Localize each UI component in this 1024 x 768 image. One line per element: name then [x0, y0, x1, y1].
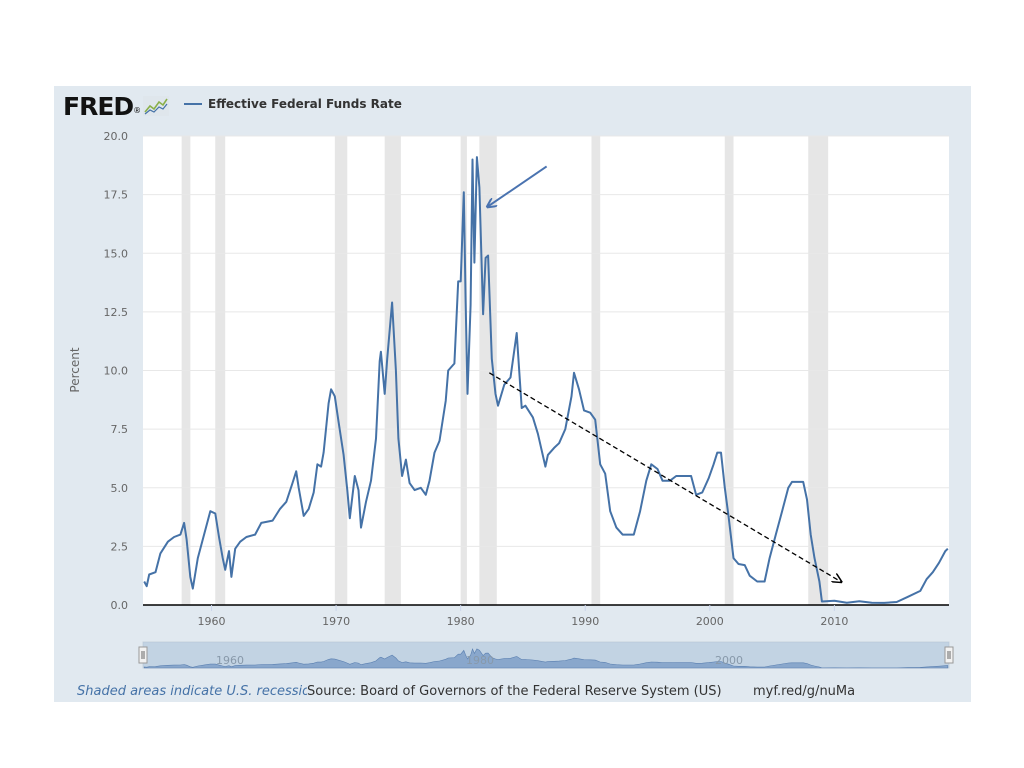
- source-text: Source: Board of Governors of the Federa…: [307, 684, 722, 699]
- legend-swatch: [184, 103, 202, 105]
- fred-logo-trademark: ®: [133, 106, 142, 115]
- y-tick-label-5: 12.5: [104, 306, 129, 319]
- x-axis-ticks: 1960 1970 1980 1990 2000 2010: [198, 605, 848, 628]
- short-link[interactable]: myf.red/g/nuMa: [753, 684, 856, 699]
- y-tick-label-6: 15.0: [104, 247, 129, 260]
- navigator-handle-right[interactable]: [944, 646, 954, 664]
- navigator-handle-left[interactable]: [138, 646, 148, 664]
- y-tick-label-8: 20.0: [104, 130, 129, 143]
- y-tick-label-4: 10.0: [104, 365, 129, 378]
- y-axis-ticks: 0.0 2.5 5.0 7.5 10.0 12.5 15.0 17.5 20.0: [104, 130, 129, 612]
- navigator-label-1980: 1980: [466, 654, 494, 667]
- fred-logo-text: FRED: [63, 91, 134, 121]
- x-tick-label-3: 1990: [571, 615, 599, 628]
- x-tick-label-4: 2000: [696, 615, 724, 628]
- annotation-arrow-0: [488, 165, 548, 206]
- x-tick-label-0: 1960: [198, 615, 226, 628]
- navigator-label-2000: 2000: [715, 654, 743, 667]
- x-tick-label-1: 1970: [322, 615, 350, 628]
- recession-note: Shaded areas indicate U.S. recessions: [77, 684, 326, 699]
- y-axis-label: Percent: [68, 347, 82, 392]
- x-tick-label-5: 2010: [820, 615, 848, 628]
- y-tick-label-3: 7.5: [111, 423, 129, 436]
- y-tick-label-7: 17.5: [104, 189, 129, 202]
- navigator[interactable]: 1960 1980 2000: [138, 641, 954, 669]
- annotation-trend-arrow-1: [488, 372, 840, 582]
- navigator-area: [143, 648, 949, 669]
- data-series: [143, 156, 949, 604]
- legend[interactable]: Effective Federal Funds Rate: [184, 97, 402, 111]
- y-tick-label-1: 2.5: [111, 540, 129, 553]
- legend-label: Effective Federal Funds Rate: [208, 97, 402, 111]
- y-tick-label-2: 5.0: [111, 482, 129, 495]
- y-tick-label-0: 0.0: [111, 599, 129, 612]
- navigator-label-1960: 1960: [216, 654, 244, 667]
- fred-graph-icon: [143, 96, 170, 116]
- series-line-0: [143, 156, 949, 604]
- annotations: [488, 165, 841, 582]
- gridlines: [143, 135, 949, 606]
- fred-logo[interactable]: FRED ®: [63, 91, 170, 121]
- x-tick-label-2: 1980: [447, 615, 475, 628]
